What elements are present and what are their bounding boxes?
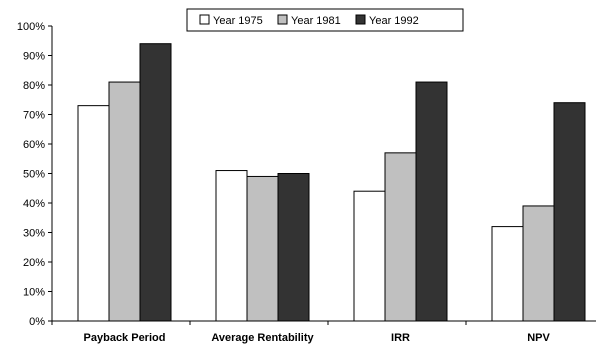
x-category-label: NPV <box>527 332 550 344</box>
legend-label-year-1975: Year 1975 <box>213 15 263 27</box>
bar-year-1975 <box>491 226 524 322</box>
y-tick-label: 60% <box>23 139 45 151</box>
x-category-label: Average Rentability <box>211 332 314 344</box>
legend-box <box>186 8 464 32</box>
y-tick-label: 40% <box>23 198 45 210</box>
y-tick-label: 10% <box>23 287 45 299</box>
y-tick-label: 50% <box>23 169 45 181</box>
legend-label-year-1992: Year 1992 <box>369 15 419 27</box>
legend-swatch-year-1992 <box>355 14 366 25</box>
y-tick-label: 0% <box>29 316 45 328</box>
bar-year-1992 <box>139 43 172 322</box>
legend-label-year-1981: Year 1981 <box>291 15 341 27</box>
y-tick-label: 100% <box>17 21 45 33</box>
bar-year-1981 <box>246 175 279 322</box>
legend-swatch-year-1975 <box>199 14 210 25</box>
bar-year-1975 <box>215 170 248 322</box>
y-tick-label: 80% <box>23 80 45 92</box>
y-tick-label: 20% <box>23 257 45 269</box>
x-category-label: IRR <box>391 332 410 344</box>
bar-year-1981 <box>108 81 141 322</box>
bar-year-1992 <box>415 81 448 322</box>
y-tick-label: 30% <box>23 228 45 240</box>
legend-swatch-year-1981 <box>277 14 288 25</box>
bar-year-1975 <box>77 105 110 322</box>
bar-year-1992 <box>277 173 310 322</box>
y-tick-label: 70% <box>23 110 45 122</box>
bar-year-1992 <box>553 102 586 322</box>
x-category-label: Payback Period <box>84 332 166 344</box>
y-tick-label: 90% <box>23 51 45 63</box>
bar-year-1981 <box>522 205 555 322</box>
bar-year-1975 <box>353 190 386 322</box>
bar-year-1981 <box>384 152 417 322</box>
